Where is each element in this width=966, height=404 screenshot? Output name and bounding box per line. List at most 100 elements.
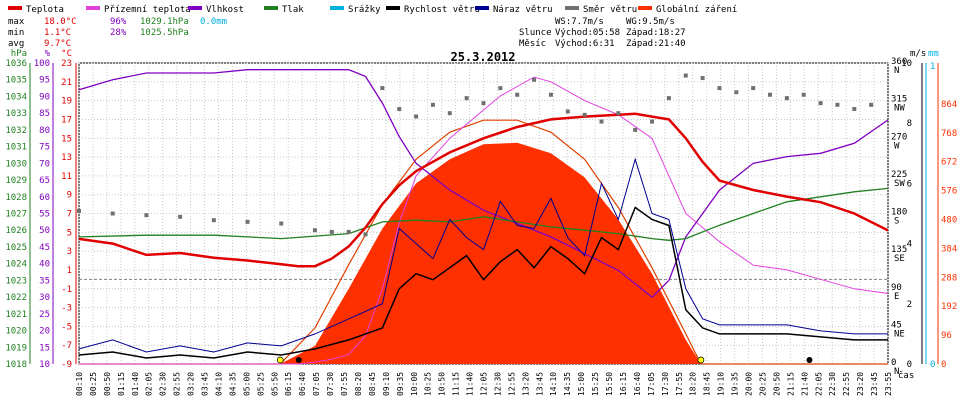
wind-dir-point-0 — [77, 208, 81, 213]
wind-dir-point-33 — [751, 86, 756, 91]
legend-label-0: Teplota — [26, 5, 64, 15]
dir-tick-8: 0 — [891, 358, 896, 368]
hpa-axis-unit: hPa — [11, 49, 27, 59]
legend-label-2: Vlhkost — [206, 5, 244, 15]
wind-dir-point-27 — [650, 119, 655, 124]
temp-axis-tick-5: 13 — [61, 153, 72, 163]
hum-axis-tick-16: 20 — [39, 327, 50, 337]
time-axis-label: čas — [898, 370, 914, 381]
hum-axis-unit: % — [45, 49, 51, 59]
hum-axis-tick-12: 40 — [39, 260, 50, 270]
x-tick-25: 10:25 — [424, 372, 433, 396]
hpa-axis-tick-18: 1018 — [5, 360, 27, 370]
x-tick-3: 01:15 — [117, 372, 126, 396]
hpa-axis-tick-15: 1021 — [5, 310, 27, 320]
hpa-axis-tick-2: 1034 — [5, 92, 27, 102]
legend-swatch-1 — [86, 6, 100, 10]
x-tick-10: 04:10 — [214, 372, 223, 396]
wind-tick-3: 4 — [907, 240, 912, 250]
wind-dir-point-18 — [498, 86, 503, 91]
stat-min-press: 1025.5hPa — [140, 28, 189, 38]
x-tick-51: 21:15 — [786, 372, 795, 396]
x-tick-55: 22:55 — [842, 372, 851, 396]
dir-tick-1: 315 — [891, 95, 907, 105]
hpa-axis-tick-14: 1022 — [5, 293, 27, 303]
wind-tick-2: 6 — [907, 179, 912, 189]
x-tick-21: 08:45 — [368, 372, 377, 396]
legend-swatch-7 — [565, 6, 579, 10]
stat-max-hum: 96% — [110, 17, 127, 27]
stat-max-press: 1029.1hPa — [140, 17, 189, 27]
legend-swatch-0 — [8, 6, 22, 10]
series-ground-temp — [79, 76, 889, 365]
temp-axis-tick-15: -7 — [61, 341, 72, 351]
x-tick-2: 00:50 — [103, 372, 112, 396]
legend-label-1: Přízemní teplota — [104, 5, 191, 15]
hum-axis-tick-0: 100 — [34, 59, 50, 69]
dir-label-4: S — [894, 217, 899, 227]
wind-unit: m/s — [910, 49, 926, 59]
x-tick-33: 13:45 — [535, 372, 544, 396]
wind-dir-point-28 — [666, 96, 671, 101]
wind-dir-point-35 — [784, 96, 789, 101]
wind-dir-point-30 — [700, 76, 705, 81]
wind-dir-point-36 — [801, 92, 806, 97]
wind-dir-point-37 — [818, 101, 823, 106]
stat-min-hum: 28% — [110, 28, 127, 38]
wind-dir-point-22 — [565, 109, 570, 114]
x-tick-13: 05:25 — [256, 372, 265, 396]
wind-dir-point-10 — [363, 232, 368, 237]
series-temp — [78, 112, 889, 268]
wind-tick-5: 0 — [907, 360, 912, 370]
wind-dir-point-25 — [616, 111, 621, 116]
wind-dir-point-21 — [548, 92, 553, 97]
x-tick-43: 17:55 — [675, 372, 684, 396]
legend-swatch-6 — [475, 6, 489, 10]
x-tick-52: 21:40 — [800, 372, 809, 396]
plot-area — [77, 62, 889, 365]
wind-dir-point-14 — [430, 102, 435, 107]
rain-tick-0: 1 — [930, 62, 935, 72]
dir-tick-5: 135 — [891, 245, 907, 255]
wind-dir-point-17 — [481, 101, 486, 106]
axes: hPa1036103510341033103210311030102910281… — [5, 49, 957, 396]
legend-label-5: Rychlost větru — [404, 5, 480, 15]
info-moonrise: Východ:6:31 — [555, 39, 615, 49]
rain-unit: mm — [928, 49, 939, 59]
temp-axis-tick-16: -9 — [61, 360, 72, 370]
x-tick-58: 23:55 — [884, 372, 893, 396]
solar-tick-4: 480 — [941, 216, 957, 226]
wind-dir-point-20 — [532, 77, 537, 82]
x-tick-5: 02:05 — [145, 372, 154, 396]
hpa-axis-tick-1: 1035 — [5, 76, 27, 86]
stat-avg-temp: 9.7°C — [44, 39, 71, 49]
dir-label-3: SW — [894, 179, 905, 189]
legend-label-4: Srážky — [348, 5, 381, 15]
hpa-axis-tick-4: 1032 — [5, 126, 27, 136]
hum-axis-tick-13: 35 — [39, 276, 50, 286]
x-tick-19: 07:55 — [340, 372, 349, 396]
wind-dir-point-29 — [683, 73, 688, 78]
hum-axis-tick-14: 30 — [39, 293, 50, 303]
x-tick-42: 17:30 — [661, 372, 670, 396]
hum-axis-tick-3: 85 — [39, 109, 50, 119]
x-tick-6: 02:30 — [159, 372, 168, 396]
x-tick-14: 05:50 — [270, 372, 279, 396]
wind-dir-point-1 — [110, 211, 115, 216]
stat-avg-label: avg — [8, 39, 24, 49]
legend-label-7: Směr větru — [583, 5, 637, 15]
solar-clear-line — [79, 119, 888, 365]
temp-axis-tick-6: 11 — [61, 172, 72, 182]
wind-dir-point-13 — [414, 114, 419, 119]
dir-label-7: NE — [894, 329, 905, 339]
x-tick-31: 12:55 — [507, 372, 516, 396]
solar-tick-7: 192 — [941, 302, 957, 312]
solar-area — [79, 142, 888, 364]
hpa-axis-tick-9: 1027 — [5, 210, 27, 220]
hum-axis-tick-7: 65 — [39, 176, 50, 186]
sun-marker-0 — [276, 356, 284, 364]
x-tick-18: 07:30 — [326, 372, 335, 396]
x-tick-56: 23:20 — [856, 372, 865, 396]
